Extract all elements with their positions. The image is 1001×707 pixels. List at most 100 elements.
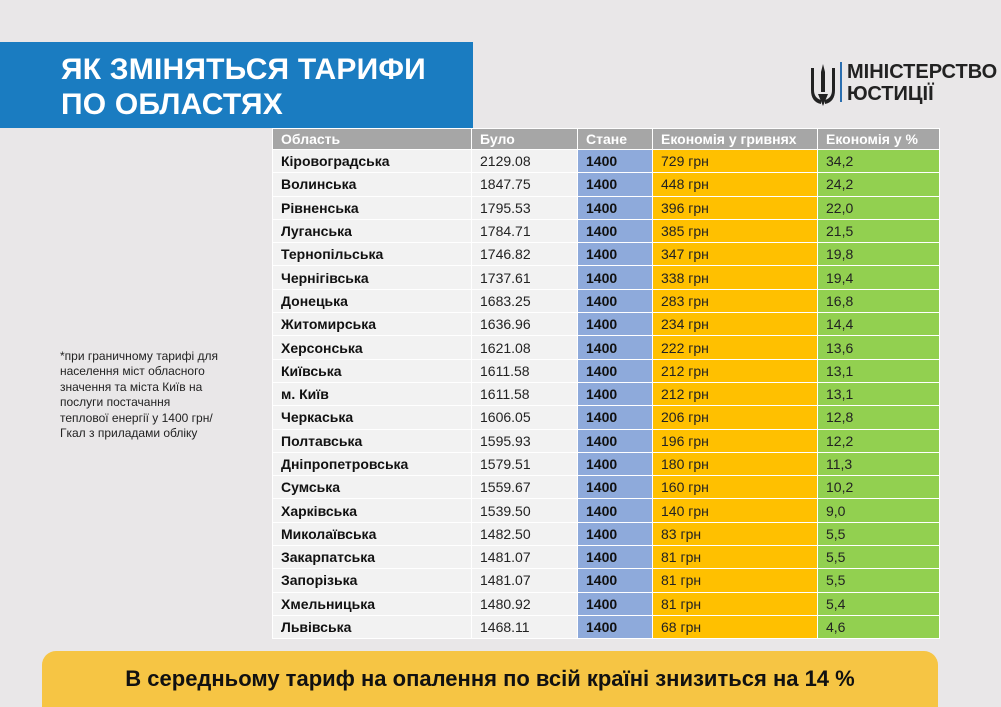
region-cell: Чернігівська <box>272 265 472 290</box>
before-cell: 1737.61 <box>471 265 578 290</box>
after-cell: 1400 <box>577 242 653 267</box>
table-row: Херсонська 1621.08 1400 222 грн 13,6 <box>272 335 940 360</box>
table-row: Черкаська 1606.05 1400 206 грн 12,8 <box>272 405 940 430</box>
region-cell: Херсонська <box>272 335 472 360</box>
savings-uah-cell: 222 грн <box>652 335 818 360</box>
savings-uah-cell: 206 грн <box>652 405 818 430</box>
after-cell: 1400 <box>577 218 653 244</box>
savings-uah-cell: 212 грн <box>652 358 818 383</box>
region-cell: Кіровоградська <box>272 148 472 174</box>
region-cell: Київська <box>272 358 472 383</box>
savings-percent-cell: 5,5 <box>817 568 940 593</box>
table-row: Тернопільська 1746.82 1400 347 грн 19,8 <box>272 242 940 267</box>
savings-uah-cell: 338 грн <box>652 265 818 290</box>
after-cell: 1400 <box>577 545 653 570</box>
after-cell: 1400 <box>577 381 653 407</box>
summary-text: В середньому тариф на опалення по всій к… <box>125 666 855 691</box>
tariff-table: Область Було Стане Економія у гривнях Ек… <box>272 128 940 640</box>
savings-percent-cell: 12,2 <box>817 428 940 453</box>
table-row: Житомирська 1636.96 1400 234 грн 14,4 <box>272 312 940 337</box>
before-cell: 1611.58 <box>471 358 578 383</box>
region-cell: Миколаївська <box>272 521 472 547</box>
before-cell: 1595.93 <box>471 428 578 453</box>
region-cell: Закарпатська <box>272 545 472 570</box>
before-cell: 1481.07 <box>471 545 578 570</box>
region-cell: Львівська <box>272 614 472 640</box>
savings-uah-cell: 83 грн <box>652 521 818 547</box>
savings-percent-cell: 14,4 <box>817 312 940 337</box>
savings-percent-cell: 9,0 <box>817 498 940 523</box>
region-cell: Донецька <box>272 288 472 314</box>
before-cell: 1559.67 <box>471 475 578 500</box>
after-cell: 1400 <box>577 428 653 453</box>
before-cell: 1746.82 <box>471 242 578 267</box>
logo-separator <box>840 62 842 102</box>
savings-uah-cell: 68 грн <box>652 614 818 640</box>
savings-percent-cell: 22,0 <box>817 195 940 220</box>
savings-uah-cell: 283 грн <box>652 288 818 314</box>
before-cell: 1579.51 <box>471 451 578 477</box>
before-cell: 1480.92 <box>471 591 578 616</box>
before-cell: 1539.50 <box>471 498 578 523</box>
table-row: Донецька 1683.25 1400 283 грн 16,8 <box>272 288 940 314</box>
table-row: Запорізька 1481.07 1400 81 грн 5,5 <box>272 568 940 593</box>
savings-percent-cell: 13,1 <box>817 358 940 383</box>
before-cell: 1611.58 <box>471 381 578 407</box>
table-row: Київська 1611.58 1400 212 грн 13,1 <box>272 358 940 383</box>
footnote: *при граничному тарифі для населення міс… <box>60 349 218 441</box>
savings-uah-cell: 234 грн <box>652 312 818 337</box>
savings-percent-cell: 5,5 <box>817 545 940 570</box>
savings-percent-cell: 12,8 <box>817 405 940 430</box>
after-cell: 1400 <box>577 148 653 174</box>
after-cell: 1400 <box>577 614 653 640</box>
savings-uah-cell: 347 грн <box>652 242 818 267</box>
savings-uah-cell: 160 грн <box>652 475 818 500</box>
before-cell: 1784.71 <box>471 218 578 244</box>
savings-percent-cell: 13,1 <box>817 381 940 407</box>
title-line-2: ПО ОБЛАСТЯХ <box>61 88 283 121</box>
trident-icon <box>811 64 835 106</box>
after-cell: 1400 <box>577 451 653 477</box>
before-cell: 1468.11 <box>471 614 578 640</box>
before-cell: 1481.07 <box>471 568 578 593</box>
table-row: Рівненська 1795.53 1400 396 грн 22,0 <box>272 195 940 220</box>
title-band <box>0 42 473 128</box>
savings-uah-cell: 212 грн <box>652 381 818 407</box>
region-cell: Хмельницька <box>272 591 472 616</box>
table-row: м. Київ 1611.58 1400 212 грн 13,1 <box>272 381 940 407</box>
region-cell: Харківська <box>272 498 472 523</box>
savings-percent-cell: 13,6 <box>817 335 940 360</box>
before-cell: 1606.05 <box>471 405 578 430</box>
region-cell: Житомирська <box>272 312 472 337</box>
after-cell: 1400 <box>577 312 653 337</box>
header-before: Було <box>471 128 578 150</box>
summary-banner: В середньому тариф на опалення по всій к… <box>42 651 938 707</box>
region-cell: Луганська <box>272 218 472 244</box>
table-row: Дніпропетровська 1579.51 1400 180 грн 11,3 <box>272 451 940 477</box>
title-line-1: ЯК ЗМІНЯТЬСЯ ТАРИФИ <box>61 53 426 86</box>
slide-title: ЯК ЗМІНЯТЬСЯ ТАРИФИ ПО ОБЛАСТЯХ <box>61 52 426 122</box>
header-region: Область <box>272 128 472 150</box>
savings-percent-cell: 24,2 <box>817 172 940 197</box>
region-cell: Дніпропетровська <box>272 451 472 477</box>
after-cell: 1400 <box>577 591 653 616</box>
region-cell: Полтавська <box>272 428 472 453</box>
region-cell: м. Київ <box>272 381 472 407</box>
table-row: Полтавська 1595.93 1400 196 грн 12,2 <box>272 428 940 453</box>
savings-percent-cell: 4,6 <box>817 614 940 640</box>
table-row: Волинська 1847.75 1400 448 грн 24,2 <box>272 172 940 197</box>
table-row: Чернігівська 1737.61 1400 338 грн 19,4 <box>272 265 940 290</box>
savings-percent-cell: 34,2 <box>817 148 940 174</box>
logo-text-line-1: МІНІСТЕРСТВО <box>847 61 998 83</box>
before-cell: 1636.96 <box>471 312 578 337</box>
after-cell: 1400 <box>577 265 653 290</box>
table-row: Харківська 1539.50 1400 140 грн 9,0 <box>272 498 940 523</box>
before-cell: 1795.53 <box>471 195 578 220</box>
savings-percent-cell: 16,8 <box>817 288 940 314</box>
region-cell: Запорізька <box>272 568 472 593</box>
savings-uah-cell: 729 грн <box>652 148 818 174</box>
table-header-row: Область Було Стане Економія у гривнях Ек… <box>272 128 940 150</box>
savings-uah-cell: 81 грн <box>652 545 818 570</box>
savings-uah-cell: 81 грн <box>652 568 818 593</box>
savings-uah-cell: 396 грн <box>652 195 818 220</box>
